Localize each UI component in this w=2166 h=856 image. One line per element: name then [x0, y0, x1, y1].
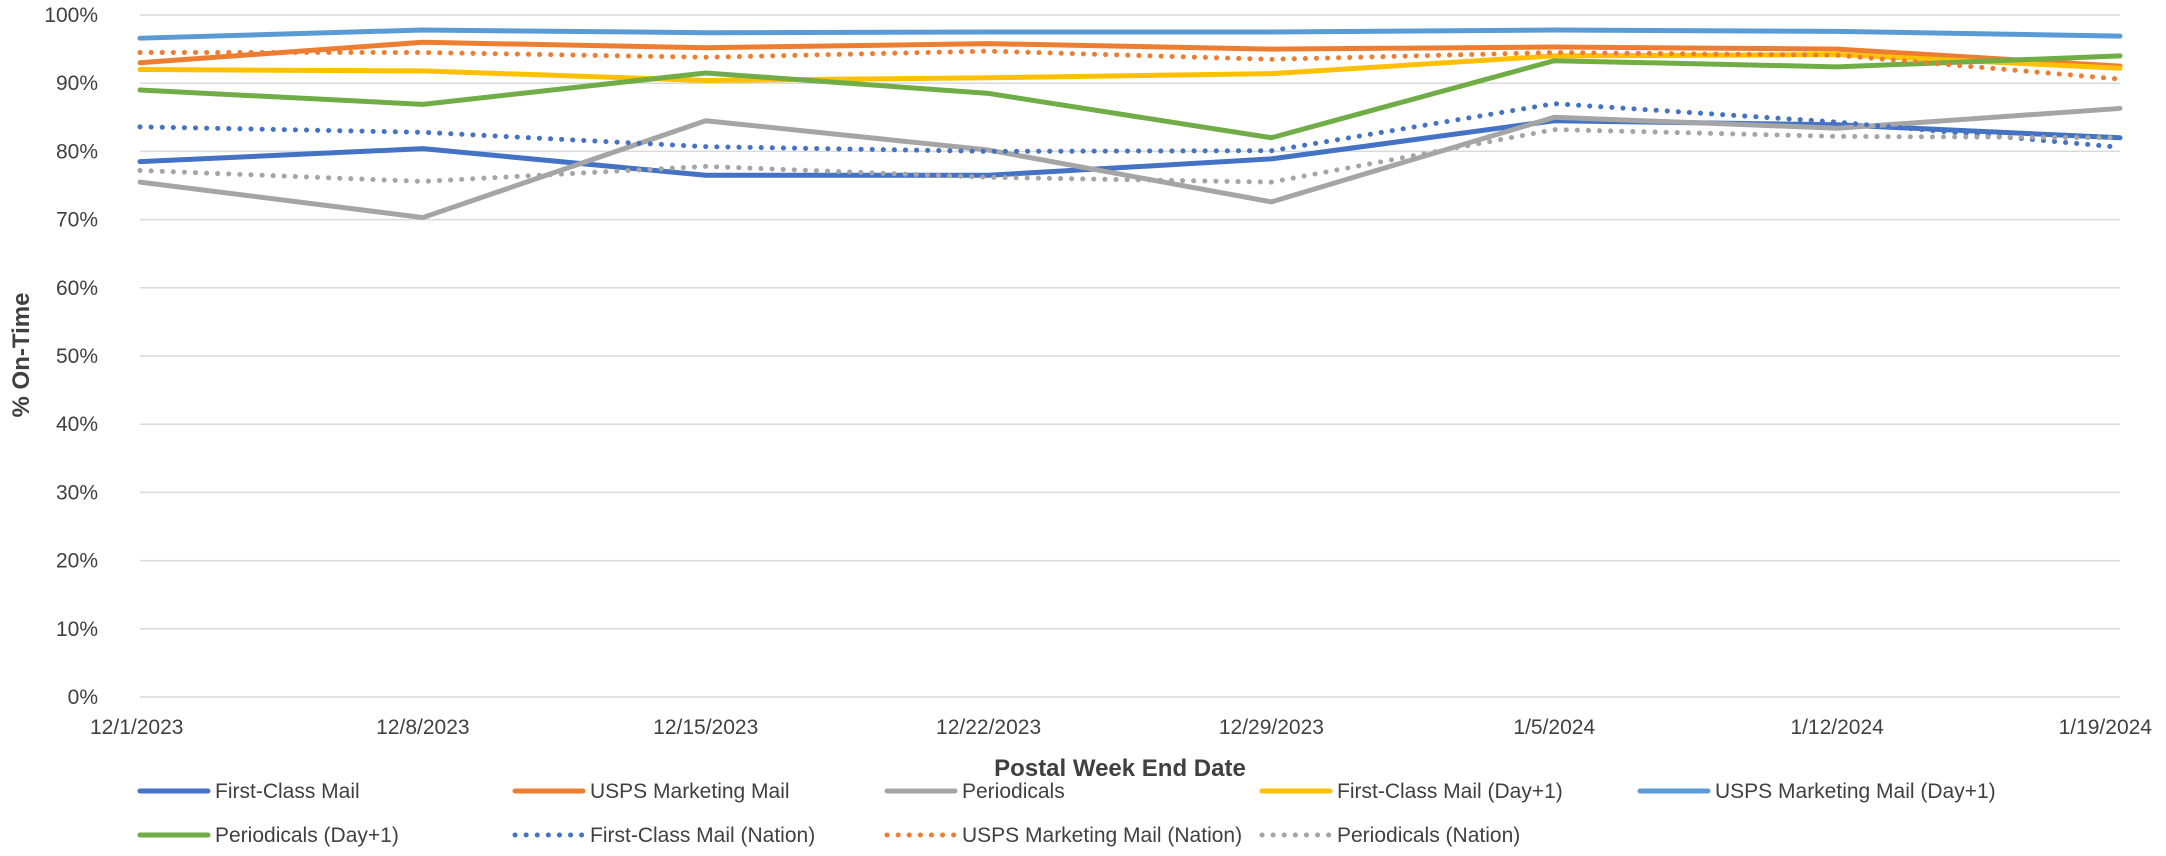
x-tick-label: 12/15/2023 [653, 716, 758, 739]
y-tick-label: 50% [56, 345, 98, 368]
x-tick-label: 1/19/2024 [2059, 716, 2153, 739]
x-axis-ticks: 12/1/2023 12/8/2023 12/15/2023 12/22/2023 12… [90, 716, 2152, 739]
series-line-3 [137, 105, 2123, 221]
x-tick-label: 12/29/2023 [1219, 716, 1324, 739]
series-line-6 [137, 53, 2123, 141]
legend-label: First-Class Mail (Nation) [590, 824, 815, 847]
legend-label: First-Class Mail (Day+1) [1337, 780, 1563, 803]
y-tick-label: 0% [68, 686, 98, 709]
series-line-4 [137, 52, 2123, 83]
y-tick-label: 10% [56, 618, 98, 641]
legend-label: Periodicals (Day+1) [215, 824, 399, 847]
legend-label: USPS Marketing Mail (Nation) [962, 824, 1242, 847]
legend-label: USPS Marketing Mail (Day+1) [1715, 780, 1996, 803]
x-tick-label: 12/8/2023 [376, 716, 469, 739]
y-tick-label: 30% [56, 481, 98, 504]
y-tick-label: 90% [56, 72, 98, 95]
y-tick-label: 100% [44, 4, 98, 27]
x-axis-title: Postal Week End Date [994, 755, 1246, 782]
x-tick-label: 1/5/2024 [1513, 716, 1595, 739]
series-lines [137, 27, 2123, 221]
y-axis-ticks: 0% 10% 20% 30% 40% 50% 60% 70% 80% 90% 100% [44, 4, 98, 709]
x-tick-label: 12/1/2023 [90, 716, 183, 739]
y-tick-label: 60% [56, 277, 98, 300]
y-tick-label: 80% [56, 140, 98, 163]
x-tick-label: 12/22/2023 [936, 716, 1041, 739]
legend-label: First-Class Mail [215, 780, 360, 803]
series-line-8 [137, 48, 2123, 82]
series-line-9 [137, 127, 2123, 185]
legend-label: Periodicals (Nation) [1337, 824, 1520, 847]
x-tick-label: 1/12/2024 [1790, 716, 1884, 739]
y-tick-label: 40% [56, 413, 98, 436]
legend-label: USPS Marketing Mail [590, 780, 790, 803]
y-axis-title: % On-Time [8, 293, 35, 418]
series-line-5 [137, 27, 2123, 41]
legend: First-Class Mail USPS Marketing Mail Perio… [137, 780, 1996, 847]
y-tick-label: 70% [56, 209, 98, 232]
y-tick-label: 20% [56, 550, 98, 573]
legend-label: Periodicals [962, 780, 1065, 803]
series-line-7 [137, 101, 2123, 154]
series-line-2 [137, 39, 2123, 69]
